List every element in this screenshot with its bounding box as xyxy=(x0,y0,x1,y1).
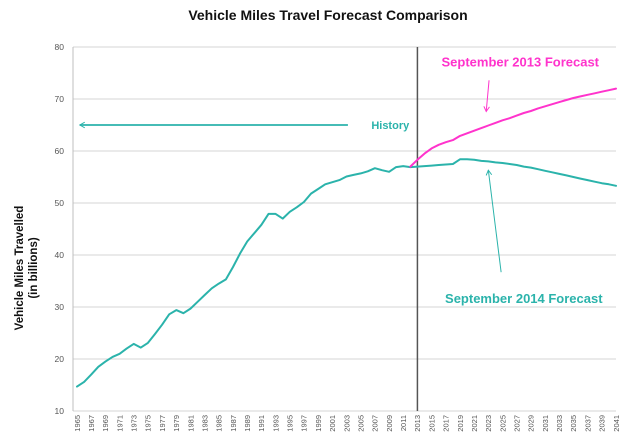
x-tick-label: 2007 xyxy=(371,415,380,432)
y-tick-label: 30 xyxy=(55,302,65,312)
y-tick-label: 70 xyxy=(55,94,65,104)
y-tick-label: 10 xyxy=(55,406,65,416)
y-axis-label-line-2: (in billions) xyxy=(28,237,40,298)
x-tick-label: 1977 xyxy=(158,415,167,432)
x-tick-label: 2009 xyxy=(385,415,394,432)
x-tick-label: 2037 xyxy=(583,415,592,432)
x-tick-labels: 1965 1967 1969 1971 1973 1975 1977 1979 1981 1983… xyxy=(73,415,620,432)
x-tick-label: 1989 xyxy=(243,415,252,432)
x-tick-label: 1995 xyxy=(286,415,295,432)
x-tick-label: 2019 xyxy=(456,415,465,432)
series-line-history xyxy=(76,165,419,388)
x-tick-label: 1981 xyxy=(186,415,195,432)
series-line-september-2014-forecast xyxy=(416,158,617,187)
sep2014-label: September 2014 Forecast xyxy=(445,291,603,306)
x-tick-label: 1983 xyxy=(200,415,209,432)
x-tick-label: 1987 xyxy=(229,415,238,432)
x-tick-label: 2017 xyxy=(442,415,451,432)
chart-title: Vehicle Miles Travel Forecast Comparison xyxy=(188,7,467,23)
x-tick-label: 2039 xyxy=(598,415,607,432)
annotations: History September 2013 Forecast September … xyxy=(78,55,603,306)
x-tick-label: 2003 xyxy=(342,415,351,432)
gridlines xyxy=(73,46,616,412)
x-tick-label: 1967 xyxy=(87,415,96,432)
y-axis-label-line-1: Vehicle Miles Travelled xyxy=(14,206,26,331)
y-tick-label: 40 xyxy=(55,250,65,260)
x-tick-label: 2021 xyxy=(470,415,479,432)
x-tick-label: 1997 xyxy=(300,415,309,432)
x-tick-label: 1985 xyxy=(215,415,224,432)
x-tick-label: 2011 xyxy=(399,415,408,431)
x-tick-label: 2035 xyxy=(569,415,578,432)
sep2014-arrow xyxy=(485,169,502,273)
x-tick-label: 2029 xyxy=(527,415,536,432)
x-tick-label: 2001 xyxy=(328,415,337,432)
sep2013-arrow xyxy=(483,80,490,113)
y-tick-label: 20 xyxy=(55,354,65,364)
x-tick-label: 2015 xyxy=(427,415,436,432)
series-lines xyxy=(76,87,617,388)
x-tick-label: 1975 xyxy=(144,415,153,432)
x-tick-label: 2023 xyxy=(484,415,493,432)
x-tick-label: 2027 xyxy=(513,415,522,432)
x-tick-label: 1965 xyxy=(73,415,82,432)
y-axis-label: Vehicle Miles Travelled (in billions) xyxy=(14,206,40,331)
x-tick-label: 2033 xyxy=(555,415,564,432)
x-tick-label: 1973 xyxy=(130,415,139,432)
x-tick-label: 1969 xyxy=(101,415,110,432)
x-tick-label: 1991 xyxy=(257,415,266,432)
x-tick-label: 1999 xyxy=(314,415,323,432)
x-tick-label: 2041 xyxy=(612,415,620,432)
history-label: History xyxy=(371,120,410,132)
x-tick-label: 1993 xyxy=(271,415,280,432)
series-line-september-2013-forecast xyxy=(409,87,617,168)
x-tick-label: 2005 xyxy=(356,415,365,432)
x-tick-label: 2025 xyxy=(498,415,507,432)
y-tick-label: 50 xyxy=(55,198,65,208)
x-tick-label: 1971 xyxy=(115,415,124,432)
sep2013-label: September 2013 Forecast xyxy=(441,55,599,70)
y-tick-labels: 10 20 30 40 50 60 70 80 xyxy=(55,42,65,416)
x-tick-label: 2031 xyxy=(541,415,550,432)
x-tick-label: 2013 xyxy=(413,415,422,432)
y-tick-label: 80 xyxy=(55,42,65,52)
y-tick-label: 60 xyxy=(55,146,65,156)
x-tick-label: 1979 xyxy=(172,415,181,432)
